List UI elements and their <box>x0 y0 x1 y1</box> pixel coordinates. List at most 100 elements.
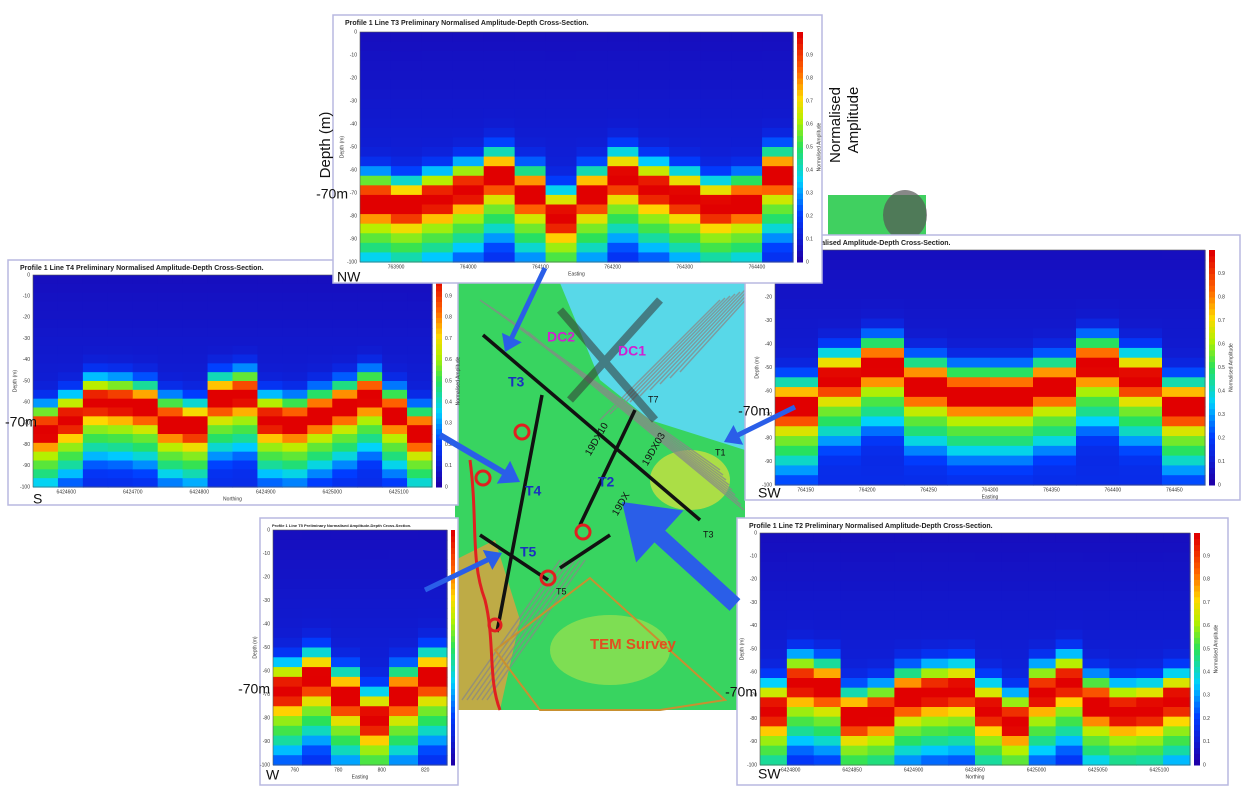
heatmap-cell <box>282 328 308 338</box>
heatmap-cell <box>861 289 905 300</box>
heatmap-cell <box>282 425 308 435</box>
heatmap-cell <box>182 389 209 400</box>
heatmap-cell <box>182 292 209 303</box>
heatmap-cell <box>1163 552 1191 563</box>
heatmap-cell <box>948 687 976 698</box>
heatmap-cell <box>332 381 358 391</box>
heatmap-cell <box>332 328 358 338</box>
heatmap-cell <box>990 328 1034 339</box>
heatmap-cell <box>1076 289 1120 300</box>
heatmap-cell <box>762 70 794 81</box>
heatmap-cell <box>33 363 59 373</box>
heatmap-cell <box>1082 649 1110 660</box>
heatmap-cell <box>607 127 639 139</box>
heatmap-cell <box>389 618 419 629</box>
heatmap-cell <box>1033 416 1077 427</box>
heatmap-cell <box>307 310 333 320</box>
heatmap-cell <box>357 416 383 426</box>
heatmap-cell <box>331 559 361 570</box>
heatmap-cell <box>282 434 308 444</box>
heatmap-cell <box>332 363 358 373</box>
heatmap-cell <box>975 649 1003 660</box>
heatmap-cell <box>257 469 283 479</box>
heatmap-cell <box>894 620 922 631</box>
heatmap-cell <box>775 445 819 457</box>
heatmap-cell <box>390 175 423 186</box>
heatmap-cell <box>947 328 991 339</box>
heatmap-cell <box>1082 542 1110 553</box>
heatmap-cell <box>157 478 184 488</box>
heatmap-cell <box>421 166 454 177</box>
heatmap-cell <box>700 89 732 100</box>
heatmap-cell <box>818 250 862 261</box>
heatmap-cell <box>947 436 991 447</box>
heatmap-cell <box>382 336 408 347</box>
heatmap-cell <box>813 697 842 708</box>
heatmap-cell <box>157 354 184 364</box>
heatmap-cell <box>921 649 949 660</box>
heatmap-cell <box>357 328 383 338</box>
heatmap-cell <box>1082 745 1110 756</box>
heatmap-cell <box>867 533 895 544</box>
heatmap-cell <box>1033 436 1077 447</box>
heatmap-cell <box>947 250 991 261</box>
colorbar-cell <box>1209 385 1215 392</box>
heatmap-cell <box>975 707 1003 718</box>
heatmap-cell <box>1136 678 1164 689</box>
colorbar-tick-label: 0.2 <box>445 442 452 448</box>
heatmap-cell <box>182 363 209 373</box>
heatmap-cell <box>818 416 862 427</box>
heatmap-cell <box>545 99 578 110</box>
heatmap-cell <box>514 137 547 148</box>
heatmap-cell <box>904 416 948 427</box>
heatmap-cell <box>421 194 454 206</box>
depth-marker: -70m <box>238 681 270 697</box>
heatmap-cell <box>904 289 948 300</box>
colorbar-cell <box>797 78 803 85</box>
heatmap-cell <box>407 328 433 338</box>
heatmap-cell <box>273 706 303 717</box>
colorbar-cell <box>436 402 442 408</box>
heatmap-cell <box>1082 610 1110 621</box>
heatmap-cell <box>813 571 842 582</box>
colorbar-cell <box>436 439 442 446</box>
colorbar-cell <box>451 729 455 737</box>
heatmap-cell <box>1119 475 1163 486</box>
heatmap-cell <box>421 185 454 196</box>
heatmap-cell <box>302 686 332 698</box>
heatmap-cell <box>1162 328 1206 339</box>
heatmap-cell <box>421 156 454 167</box>
heatmap-cell <box>331 706 361 717</box>
x-axis-title: Easting <box>352 774 369 780</box>
heatmap-cell <box>273 530 303 541</box>
heatmap-cell <box>1055 745 1084 756</box>
colorbar-cell <box>436 471 442 477</box>
heatmap-cell <box>132 460 159 470</box>
colorbar-cell <box>451 688 455 695</box>
heatmap-cell <box>1055 533 1084 544</box>
heatmap-cell <box>389 627 419 639</box>
heatmap-cell <box>390 204 423 215</box>
heatmap-cell <box>357 381 383 391</box>
heatmap-cell <box>1119 328 1163 339</box>
heatmap-cell <box>731 233 763 244</box>
heatmap-cell <box>545 166 578 177</box>
heatmap-cell <box>948 697 976 708</box>
direction-label: SW <box>758 485 781 501</box>
line-segment <box>559 533 611 570</box>
heatmap-cell <box>1082 687 1110 698</box>
heatmap-cell <box>514 118 547 129</box>
heatmap-cell <box>232 381 259 391</box>
heatmap-cell <box>232 478 259 488</box>
heatmap-cell <box>1163 726 1191 737</box>
heatmap-cell <box>948 649 976 660</box>
heatmap-cell <box>1033 406 1077 418</box>
colorbar-cell <box>797 147 803 154</box>
x-tick-label: 763900 <box>388 264 405 270</box>
heatmap-cell <box>302 578 332 590</box>
heatmap-cell <box>82 319 109 329</box>
heatmap-cell <box>576 70 609 81</box>
heatmap-cell <box>82 283 109 294</box>
heatmap-cell <box>390 70 423 81</box>
heatmap-cell <box>786 620 815 631</box>
